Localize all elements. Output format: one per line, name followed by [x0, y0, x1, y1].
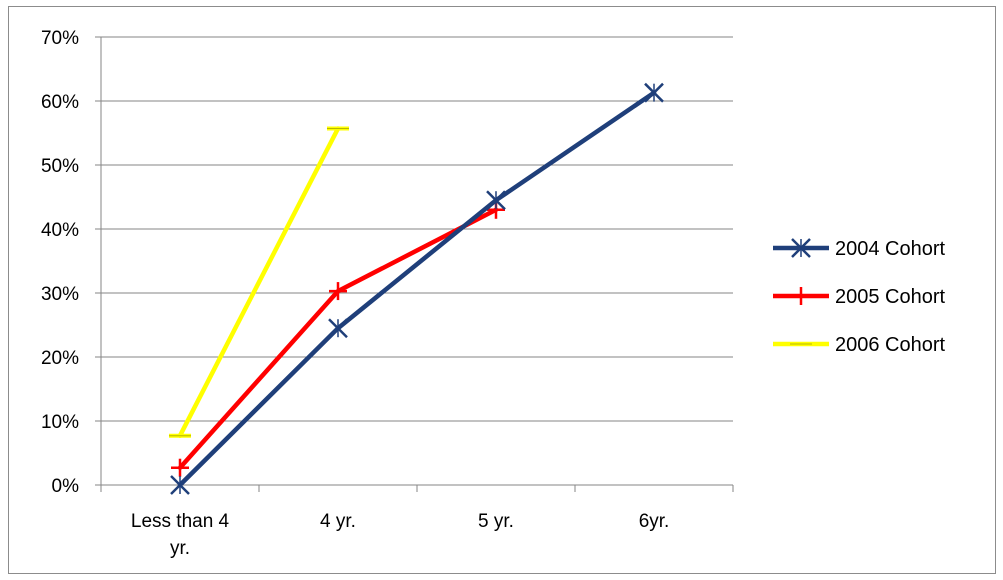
x-tick-label: 6yr. — [639, 511, 670, 532]
series-line-2004-cohort — [177, 90, 657, 488]
data-point-marker — [170, 475, 190, 495]
x-tick-label: 4 yr. — [320, 511, 356, 532]
gridlines — [101, 36, 733, 422]
data-point-marker — [644, 82, 664, 103]
data-point-marker — [792, 287, 810, 305]
y-tick-label: 0% — [52, 476, 80, 497]
legend-label: 2004 Cohort — [835, 238, 946, 260]
data-point-marker — [171, 458, 189, 477]
x-tick-label: 5 yr. — [478, 511, 514, 532]
data-point-marker — [329, 282, 347, 301]
x-tick-label: Less than 4 — [131, 511, 230, 532]
y-tick-label: 70% — [41, 28, 79, 49]
y-tick-label: 50% — [41, 156, 79, 177]
legend-item: 2006 Cohort — [773, 334, 946, 356]
axes: 0% 10% 20% 30% 40% 50% 60% 70% Less than 4 yr. 4 y… — [41, 28, 734, 559]
y-tick-label: 40% — [41, 220, 79, 241]
y-tick-label: 30% — [41, 284, 79, 305]
legend-label: 2005 Cohort — [835, 286, 946, 308]
data-point-marker — [486, 190, 506, 211]
y-tick-label: 60% — [41, 92, 79, 113]
data-point-marker — [791, 238, 811, 258]
y-tick-label: 10% — [41, 412, 79, 433]
legend-label: 2006 Cohort — [835, 334, 946, 356]
data-point-marker — [328, 318, 348, 339]
legend-item: 2004 Cohort — [773, 238, 946, 260]
series-line-2006-cohort — [177, 126, 341, 438]
y-tick-label: 20% — [41, 348, 79, 369]
legend: 2004 Cohort 2005 Cohort 2006 Cohort — [773, 238, 946, 356]
x-tick-label: yr. — [170, 538, 190, 559]
series-lines — [169, 82, 664, 495]
legend-item: 2005 Cohort — [773, 286, 946, 308]
